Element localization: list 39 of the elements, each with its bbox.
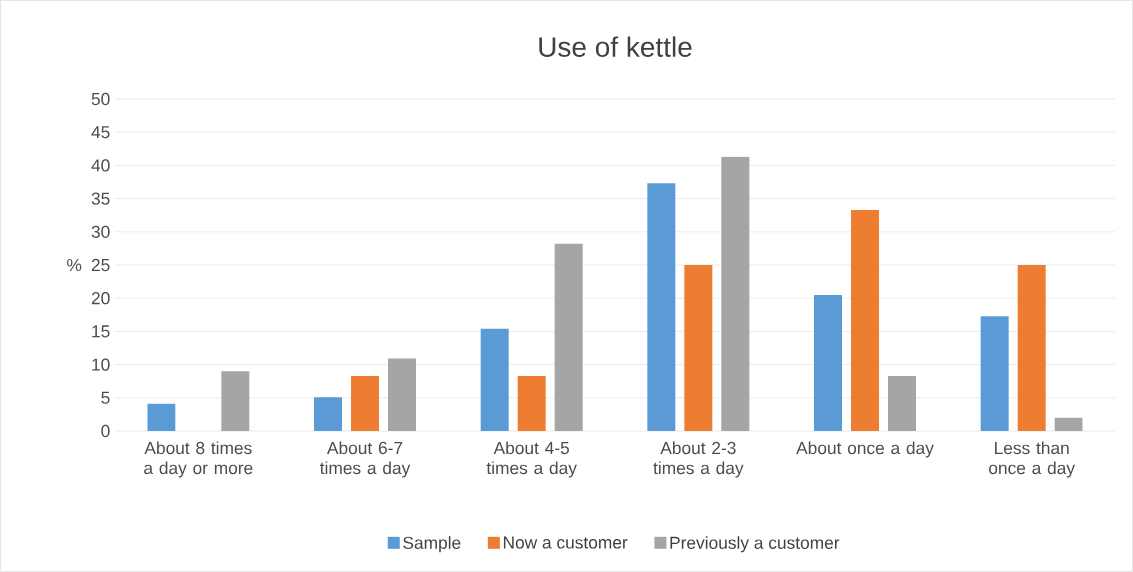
y-tick-label: 45 <box>91 126 110 139</box>
legend-label: Now a customer <box>503 536 628 549</box>
y-tick-label: 15 <box>92 325 110 338</box>
bar <box>721 156 750 431</box>
x-tick-label: About once a day <box>796 441 934 458</box>
y-tick-label: 40 <box>91 159 110 172</box>
legend-label: Previously a customer <box>670 536 840 553</box>
bar <box>980 316 1009 431</box>
bar <box>351 375 379 431</box>
bar <box>814 294 843 431</box>
bar <box>480 328 509 431</box>
y-tick-label: 25 <box>91 258 110 272</box>
y-axis-title: % <box>67 258 82 272</box>
bar <box>684 265 713 431</box>
bar <box>517 375 546 431</box>
x-tick-label: About 6-7 times a day <box>320 441 411 478</box>
bar <box>221 371 250 431</box>
y-tick-label: 50 <box>91 92 110 106</box>
y-tick-label: 5 <box>101 391 110 404</box>
bar <box>647 183 676 431</box>
y-tick-label: 30 <box>91 225 110 238</box>
bar <box>888 375 917 431</box>
bar <box>388 358 416 431</box>
bar <box>1017 265 1046 431</box>
y-tick-label: 35 <box>91 192 110 205</box>
x-tick-label: About 8 times a day or more <box>144 441 253 478</box>
x-tick-label: About 4-5 times a day <box>486 441 577 478</box>
legend-label: Sample <box>403 536 461 553</box>
bar <box>554 243 583 431</box>
bar <box>147 403 176 431</box>
bar <box>851 209 879 431</box>
x-tick-label: Less than once a day <box>989 441 1075 478</box>
x-tick-label: About 2-3 times a day <box>653 441 744 478</box>
bar <box>1054 417 1083 431</box>
y-tick-label: 20 <box>91 292 110 305</box>
y-tick-label: 0 <box>101 424 110 438</box>
chart-title: Use of kettle <box>539 36 692 57</box>
y-tick-label: 10 <box>92 358 110 371</box>
bar <box>314 397 342 431</box>
